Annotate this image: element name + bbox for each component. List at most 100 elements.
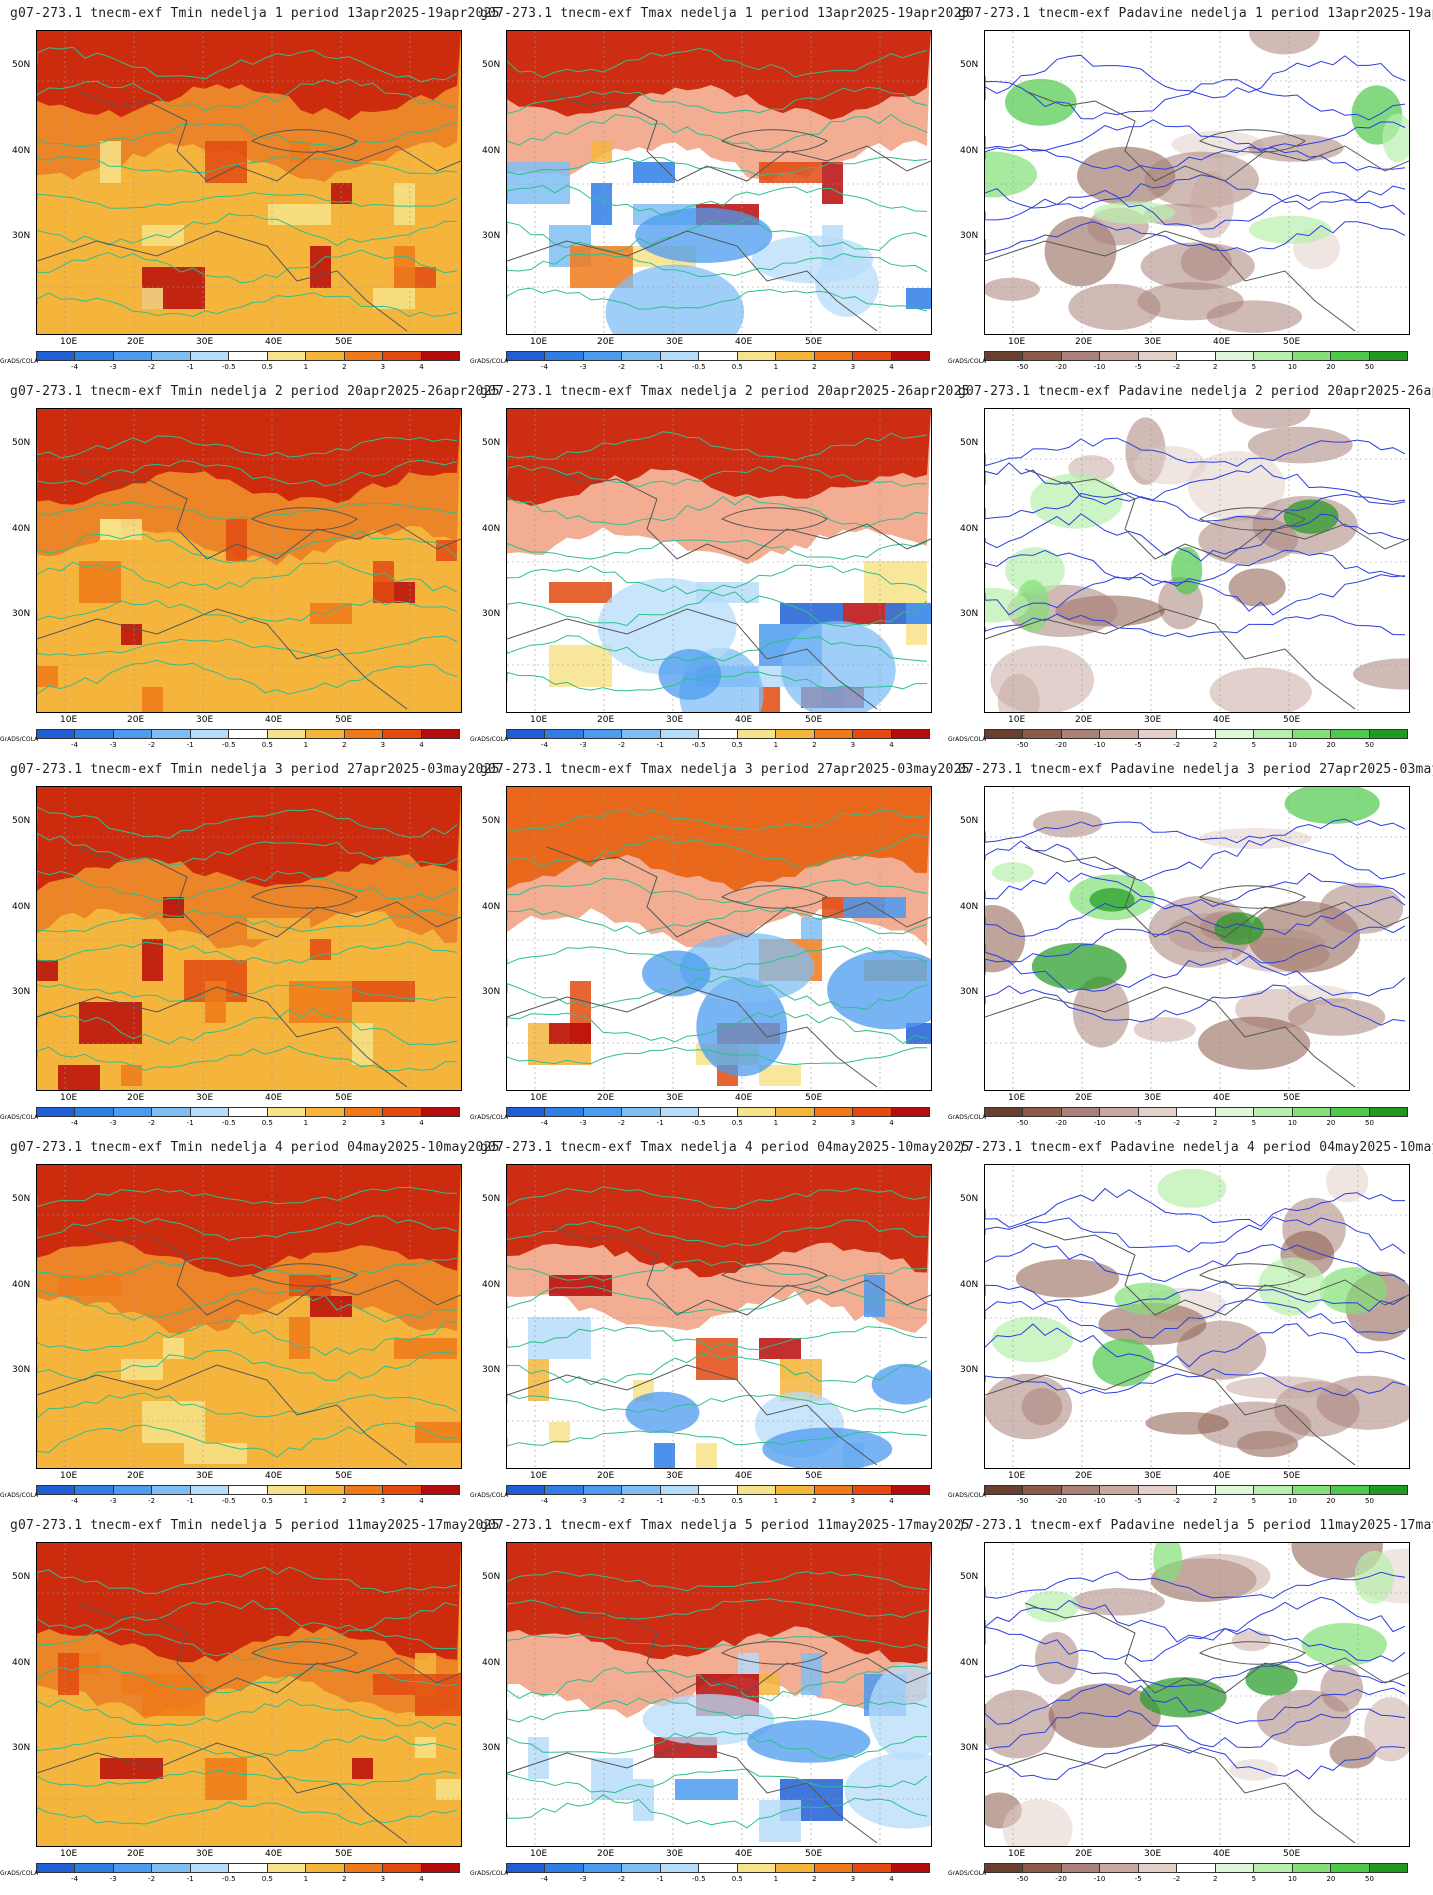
forecast-panel-pad-week-1: g07-273.1 tnecm-exf Padavine nedelja 1 p… bbox=[948, 0, 1433, 379]
longitude-label: 50E bbox=[1283, 1471, 1301, 1481]
colorbar-tick-label: -5 bbox=[1134, 1497, 1142, 1505]
forecast-panel-pad-week-5: )7-273.1 tnecm-exf Padavine nedelja 5 pe… bbox=[948, 1512, 1433, 1891]
colorbar-swatch bbox=[1138, 730, 1178, 738]
longitude-label: 20E bbox=[597, 1849, 615, 1859]
panel-title: g07-273.1 tnecm-exf Tmin nedelja 2 perio… bbox=[10, 384, 500, 399]
colorbar bbox=[984, 1107, 1408, 1117]
warm-anomaly-area bbox=[507, 787, 931, 892]
colorbar-swatch bbox=[583, 730, 623, 738]
anomaly-map bbox=[984, 1542, 1410, 1847]
anomaly-cell bbox=[100, 1758, 163, 1779]
anomaly-cell bbox=[654, 1443, 675, 1468]
anomaly-cell bbox=[696, 1443, 717, 1468]
longitude-label: 10E bbox=[530, 1849, 548, 1859]
cold-anomaly-area bbox=[635, 207, 773, 264]
dry-anomaly-area bbox=[1071, 1588, 1165, 1616]
colorbar-tick-label: 5 bbox=[1251, 741, 1257, 749]
colorbar-tick-label: -1 bbox=[186, 1497, 194, 1505]
longitude-label: 20E bbox=[597, 1093, 615, 1103]
colorbar-swatch bbox=[776, 1864, 815, 1872]
colorbar-swatch bbox=[985, 730, 1024, 738]
colorbar-tick-label: -2 bbox=[618, 363, 626, 371]
colorbar-swatch bbox=[853, 1864, 892, 1872]
colorbar bbox=[984, 1863, 1408, 1873]
isotherm-contour bbox=[37, 435, 458, 459]
longitude-label: 50E bbox=[1283, 1093, 1301, 1103]
colorbar-swatch bbox=[344, 1486, 384, 1494]
black-sea-outline bbox=[720, 1641, 828, 1665]
colorbar-swatch bbox=[1331, 730, 1370, 738]
colorbar-swatch bbox=[1138, 1108, 1178, 1116]
longitude-label: 30E bbox=[196, 1471, 214, 1481]
map-canvas bbox=[985, 31, 1409, 334]
colorbar-swatch bbox=[190, 1108, 230, 1116]
colorbar-swatch bbox=[776, 1486, 815, 1494]
longitude-label: 40E bbox=[1213, 337, 1231, 347]
isotherm-contour bbox=[507, 464, 927, 488]
anomaly-cell bbox=[549, 645, 612, 687]
colorbar-swatch bbox=[1177, 352, 1216, 360]
latitude-label: 50N bbox=[12, 816, 31, 826]
anomaly-cell bbox=[184, 1443, 247, 1464]
panel-title: g07-273.1 tnecm-exf Tmax nedelja 5 perio… bbox=[480, 1518, 970, 1533]
colorbar-tick-label: 0.5 bbox=[261, 1119, 273, 1127]
latitude-label: 40N bbox=[12, 1658, 31, 1668]
precip-contour bbox=[985, 462, 1406, 505]
wet-anomaly-area bbox=[1114, 1282, 1181, 1315]
latitude-label: 30N bbox=[482, 609, 501, 619]
colorbar-tick-label: -5 bbox=[1134, 1875, 1142, 1883]
wet-anomaly-area bbox=[1284, 787, 1380, 824]
isotherm-contour bbox=[37, 941, 458, 965]
dry-anomaly-area bbox=[1198, 1016, 1311, 1070]
colorbar-tick-label: 20 bbox=[1326, 1497, 1336, 1505]
colorbar-swatch bbox=[190, 352, 230, 360]
dry-anomaly-area bbox=[997, 674, 1040, 712]
colorbar-swatch bbox=[660, 1486, 700, 1494]
coastline bbox=[507, 230, 878, 332]
dry-anomaly-area bbox=[985, 1689, 1057, 1759]
colorbar-swatch bbox=[37, 352, 76, 360]
black-sea-outline bbox=[250, 885, 358, 909]
colorbar-swatch bbox=[583, 352, 623, 360]
forecast-panel-tmax-week-2: g07-273.1 tnecm-exf Tmax nedelja 2 perio… bbox=[470, 378, 969, 757]
colorbar-swatch bbox=[776, 730, 815, 738]
isotherm-contour bbox=[37, 1628, 458, 1661]
isotherm-contour bbox=[37, 1318, 458, 1356]
precip-contour bbox=[985, 895, 1406, 938]
longitude-label: 30E bbox=[666, 715, 684, 725]
colorbar-swatch bbox=[306, 1486, 345, 1494]
coastline bbox=[76, 846, 461, 938]
colorbar bbox=[36, 1107, 460, 1117]
colorbar-tick-label: -2 bbox=[148, 363, 156, 371]
colorbar-tick-label: 0.5 bbox=[731, 1119, 743, 1127]
longitude-label: 20E bbox=[1075, 1471, 1093, 1481]
dry-anomaly-area bbox=[1198, 828, 1312, 849]
colorbar-swatch bbox=[1331, 1486, 1370, 1494]
latitude-label: 50N bbox=[12, 438, 31, 448]
colorbar-tick-label: -3 bbox=[109, 363, 117, 371]
anomaly-cell bbox=[121, 1359, 163, 1380]
colorbar-swatch bbox=[622, 1108, 661, 1116]
colorbar-swatch bbox=[737, 1864, 777, 1872]
warm-anomaly-area bbox=[507, 409, 931, 506]
warm-anomaly-area bbox=[507, 1165, 931, 1333]
dry-anomaly-area bbox=[1134, 445, 1207, 485]
colorbar-swatch bbox=[1215, 1486, 1255, 1494]
map-canvas bbox=[507, 1165, 931, 1468]
anomaly-cell bbox=[373, 1674, 415, 1695]
wet-anomaly-area bbox=[985, 587, 1029, 623]
wet-anomaly-area bbox=[1005, 547, 1065, 594]
colorbar-swatch bbox=[622, 730, 661, 738]
cold-anomaly-area bbox=[827, 949, 931, 1030]
latitude-label: 30N bbox=[12, 609, 31, 619]
colorbar-tick-label: 50 bbox=[1364, 1497, 1374, 1505]
colorbar-tick-label: -1 bbox=[656, 1875, 664, 1883]
colorbar-swatch bbox=[1331, 1108, 1370, 1116]
black-sea-outline bbox=[720, 885, 828, 909]
isotherm-contour bbox=[507, 591, 928, 628]
latitude-label: 40N bbox=[12, 902, 31, 912]
longitude-label: 50E bbox=[335, 1093, 353, 1103]
colorbar-swatch bbox=[1369, 1864, 1407, 1872]
colorbar-tick-label: -20 bbox=[1055, 363, 1067, 371]
colorbar-tick-label: -10 bbox=[1093, 1875, 1106, 1883]
